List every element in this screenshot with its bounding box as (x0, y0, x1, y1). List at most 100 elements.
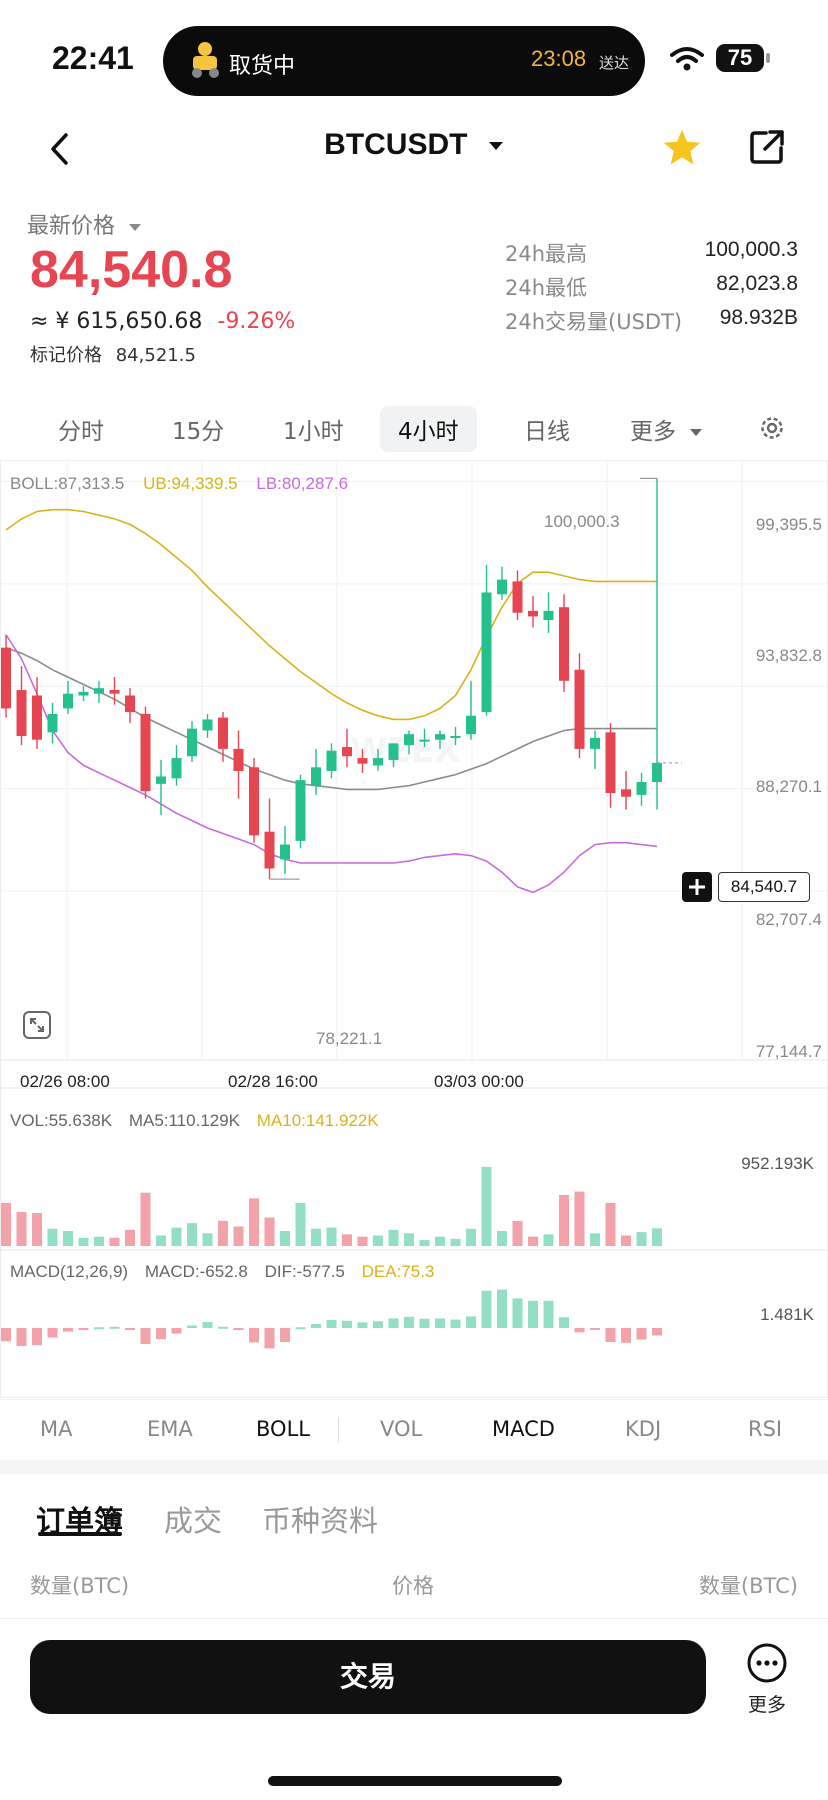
macd-histogram-bar (435, 1318, 445, 1328)
volume-bar (63, 1231, 73, 1246)
volume-bar (32, 1213, 42, 1246)
bottom-bar-divider (0, 1618, 828, 1619)
macd-histogram-bar (218, 1326, 228, 1329)
candle-up (590, 737, 600, 749)
volume-bar (78, 1237, 89, 1246)
macd-histogram-bar (357, 1322, 368, 1328)
volume-bar (435, 1236, 445, 1246)
indicator-tab-vol[interactable]: VOL (380, 1417, 423, 1441)
indicator-tab-rsi[interactable]: RSI (748, 1417, 783, 1441)
candle-down (32, 695, 42, 740)
candle-up (497, 579, 507, 595)
mark-price-value: 84,521.5 (115, 345, 196, 366)
volume-value: VOL:55.638K (10, 1111, 113, 1130)
volume-bar (264, 1217, 275, 1246)
volume-bar (466, 1228, 476, 1246)
candle-up (311, 767, 321, 786)
macd-histogram-bar (63, 1328, 73, 1332)
candle-down (218, 717, 228, 749)
indicator-tab-kdj[interactable]: KDJ (625, 1417, 662, 1441)
stat-value-low: 82,023.8 (716, 272, 798, 295)
tab-trades[interactable]: 成交 (164, 1504, 223, 1538)
boll-value: BOLL:87,313.5 (10, 474, 125, 493)
candle-down (605, 732, 616, 794)
fullscreen-expand-icon[interactable] (22, 1010, 52, 1040)
volume-bar (543, 1234, 554, 1246)
macd-histogram-bar (47, 1328, 58, 1338)
candle-up (63, 693, 73, 709)
cny-price: ≈ ¥ 615,650.68 (30, 309, 203, 334)
macd-histogram-bar (342, 1320, 352, 1328)
macd-histogram-bar (590, 1328, 600, 1330)
candle-down (559, 607, 569, 681)
tab-coin-info[interactable]: 币种资料 (262, 1504, 379, 1538)
candle-up (435, 734, 445, 740)
tab-timeframe-3[interactable]: 1小时 (283, 419, 344, 445)
indicator-tab-ma[interactable]: MA (40, 1417, 73, 1441)
volume-bar (1, 1202, 11, 1246)
tab-divider (338, 1417, 339, 1443)
candle-down (125, 695, 135, 713)
trade-button[interactable]: 交易 (30, 1640, 706, 1714)
macd-histogram-bar (621, 1328, 631, 1343)
stat-label-high: 24h最高 (505, 242, 588, 266)
y-axis-label-2: 93,832.8 (755, 646, 822, 665)
volume-bar (156, 1235, 166, 1246)
candle-up (373, 758, 383, 766)
caret-down-icon (129, 223, 142, 231)
macd-histogram-bar (78, 1328, 89, 1330)
tab-timeframe-4-active[interactable]: 4小时 (380, 406, 477, 452)
last-price-label-group[interactable]: 最新价格 (27, 208, 142, 240)
tab-timeframe-5[interactable]: 日线 (524, 419, 570, 445)
indicator-tab-ema[interactable]: EMA (147, 1417, 193, 1441)
favorite-star-icon[interactable] (662, 128, 702, 166)
macd-histogram-bar (543, 1300, 554, 1328)
candle-up (652, 762, 662, 782)
candle-up (326, 750, 337, 771)
macd-histogram-bar (249, 1328, 259, 1343)
volume-bar (373, 1235, 383, 1246)
volume-bar (125, 1229, 135, 1246)
more-dots-icon[interactable] (746, 1642, 788, 1684)
volume-bar (559, 1195, 569, 1246)
macd-histogram-bar (450, 1319, 461, 1328)
volume-bar (280, 1231, 290, 1246)
mark-price-row: 标记价格 84,521.5 (30, 341, 196, 367)
candle-up (78, 691, 89, 696)
dynamic-island-delivery[interactable]: 取货中 23:08 送达 (163, 26, 645, 96)
macd-histogram-bar (466, 1316, 476, 1328)
y-axis-label-5: 77,144.7 (755, 1042, 822, 1061)
tab-timeframe-2[interactable]: 15分 (172, 419, 225, 445)
delivery-eta-suffix: 送达 (599, 54, 630, 72)
tab-timeframe-more[interactable]: 更多 (630, 412, 703, 446)
delivery-status: 取货中 (229, 54, 296, 79)
volume-bar (497, 1231, 507, 1246)
volume-bar (404, 1233, 414, 1246)
symbol-selector[interactable]: BTCUSDT (0, 128, 828, 162)
crosshair-add-button[interactable] (682, 872, 712, 902)
chart-settings-gear-icon[interactable] (758, 414, 786, 442)
stat-value-high: 100,000.3 (704, 238, 798, 261)
boll-ub-value: UB:94,339.5 (143, 474, 238, 493)
indicator-tab-boll[interactable]: BOLL (256, 1417, 310, 1441)
volume-bar (388, 1229, 399, 1246)
back-chevron-icon[interactable] (48, 132, 70, 166)
macd-histogram-bar (636, 1328, 647, 1340)
candle-up (636, 782, 647, 795)
macd-histogram-bar (16, 1328, 27, 1346)
dif-value: DIF:-577.5 (264, 1262, 345, 1281)
macd-histogram-bar (528, 1300, 538, 1328)
macd-legend: MACD(12,26,9) MACD:-652.8 DIF:-577.5 DEA… (10, 1262, 434, 1282)
macd-histogram-bar (512, 1298, 523, 1328)
share-icon[interactable] (748, 128, 786, 166)
kline-chart[interactable]: WEEX (0, 460, 828, 1400)
tab-timeframe-1[interactable]: 分时 (58, 419, 104, 445)
candle-up (419, 739, 430, 742)
macd-histogram-bar (109, 1326, 120, 1329)
symbol-title: BTCUSDT (324, 128, 468, 161)
battery-indicator: 75 (716, 44, 764, 72)
candle-up (202, 719, 213, 731)
indicator-tab-macd[interactable]: MACD (492, 1417, 555, 1441)
macd-params: MACD(12,26,9) (10, 1262, 129, 1281)
home-indicator (268, 1776, 562, 1786)
